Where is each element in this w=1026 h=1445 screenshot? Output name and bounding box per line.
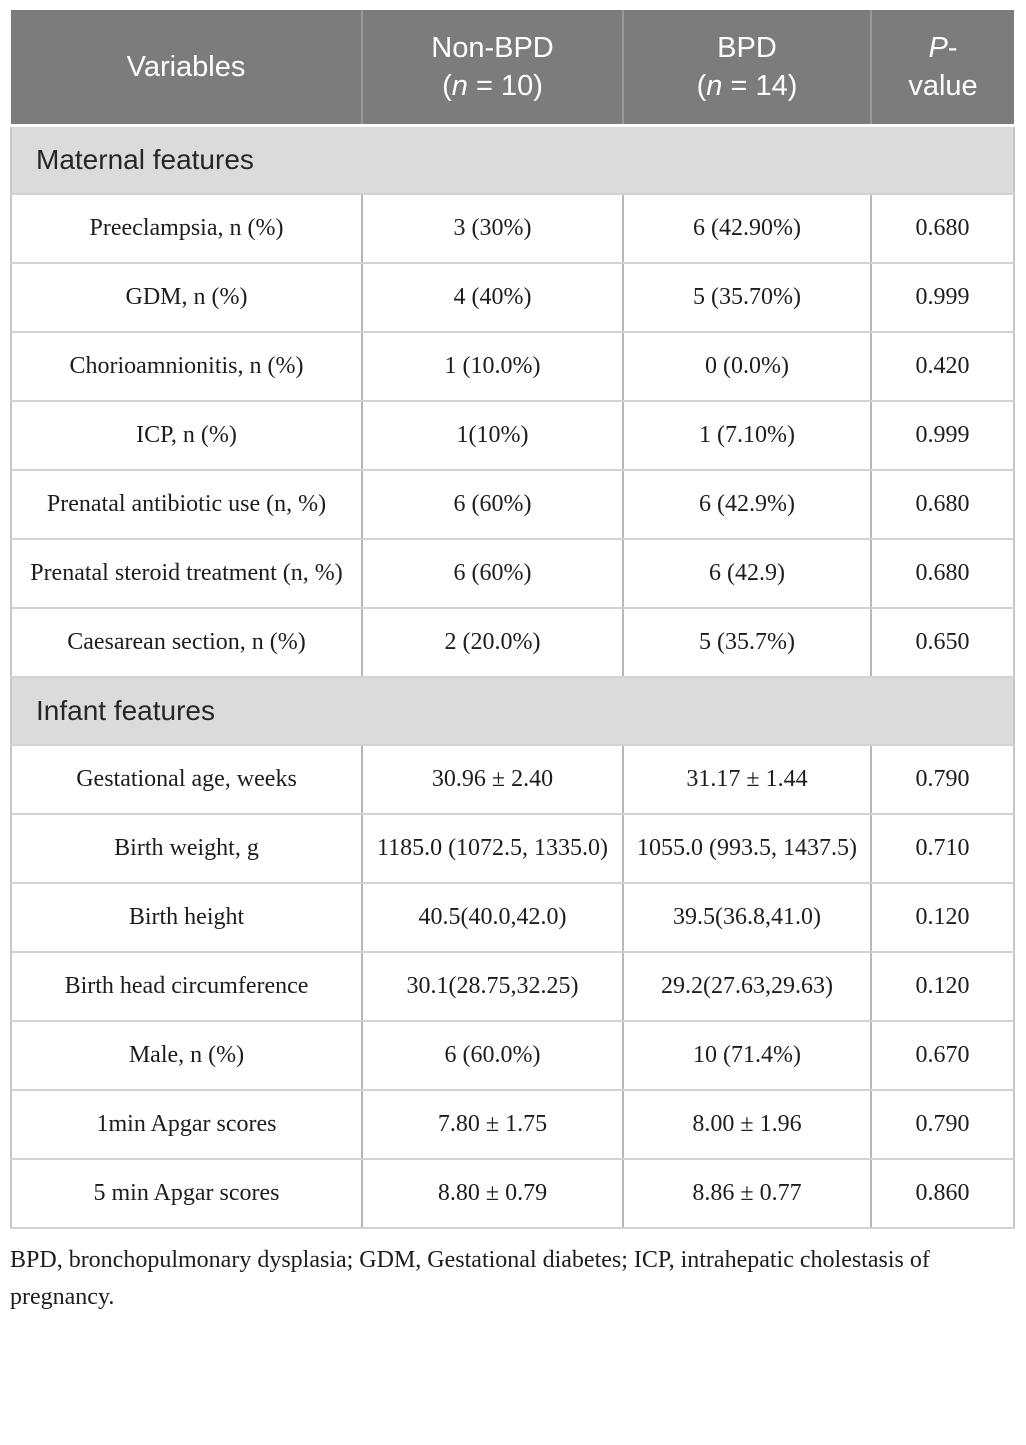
cell-non-bpd-value: 8.80 ± 0.79 xyxy=(361,1158,624,1229)
cell-non-bpd-value: 6 (60.0%) xyxy=(361,1020,624,1091)
cell-non-bpd-value: 6 (60%) xyxy=(361,469,624,540)
cell-variable: Caesarean section, n (%) xyxy=(10,607,363,678)
table-row: Prenatal antibiotic use (n, %) 6 (60%) 6… xyxy=(10,469,1015,540)
table-row: Gestational age, weeks 30.96 ± 2.40 31.1… xyxy=(10,744,1015,815)
cell-bpd-value: 8.86 ± 0.77 xyxy=(622,1158,872,1229)
table-footnote: BPD, bronchopulmonary dysplasia; GDM, Ge… xyxy=(10,1247,930,1310)
table-row: GDM, n (%) 4 (40%) 5 (35.70%) 0.999 xyxy=(10,262,1015,333)
cell-p-value: 0.860 xyxy=(870,1158,1015,1229)
column-header-p-value: P- value xyxy=(871,10,1014,127)
cell-non-bpd-value: 4 (40%) xyxy=(361,262,624,333)
cell-bpd-value: 6 (42.90%) xyxy=(622,193,872,264)
cell-variable: Preeclampsia, n (%) xyxy=(10,193,363,264)
table-row: Preeclampsia, n (%) 3 (30%) 6 (42.90%) 0… xyxy=(10,193,1015,264)
cell-p-value: 0.790 xyxy=(870,1089,1015,1160)
column-header-variables-label: Variables xyxy=(126,51,246,83)
cell-p-value: 0.999 xyxy=(870,400,1015,471)
cell-non-bpd-value: 40.5(40.0,42.0) xyxy=(361,882,624,953)
cell-bpd-value: 8.00 ± 1.96 xyxy=(622,1089,872,1160)
cell-p-value: 0.680 xyxy=(870,538,1015,609)
column-header-bpd: BPD (n = 14) xyxy=(623,10,872,127)
column-header-variables: Variables xyxy=(11,10,363,127)
cell-variable: Chorioamnionitis, n (%) xyxy=(10,331,363,402)
column-header-p-value-word: value xyxy=(908,70,978,102)
table-row: Birth weight, g 1185.0 (1072.5, 1335.0) … xyxy=(10,813,1015,884)
section-title: Maternal features xyxy=(10,124,1015,195)
cell-bpd-value: 6 (42.9%) xyxy=(622,469,872,540)
column-header-p: P- xyxy=(928,32,958,64)
cell-non-bpd-value: 2 (20.0%) xyxy=(361,607,624,678)
baseline-characteristics-table: Variables Non-BPD (n = 10) BPD (n = 14) … xyxy=(10,10,1015,1229)
section-header-row: Infant features xyxy=(10,676,1015,746)
cell-non-bpd-value: 3 (30%) xyxy=(361,193,624,264)
cell-bpd-value: 10 (71.4%) xyxy=(622,1020,872,1091)
cell-variable: Prenatal antibiotic use (n, %) xyxy=(10,469,363,540)
column-header-bpd-name: BPD xyxy=(717,32,777,64)
cell-p-value: 0.680 xyxy=(870,193,1015,264)
cell-variable: Birth weight, g xyxy=(10,813,363,884)
cell-variable: Birth head circumference xyxy=(10,951,363,1022)
cell-bpd-value: 6 (42.9) xyxy=(622,538,872,609)
cell-non-bpd-value: 1185.0 (1072.5, 1335.0) xyxy=(361,813,624,884)
section-title: Infant features xyxy=(10,676,1015,746)
table-row: Chorioamnionitis, n (%) 1 (10.0%) 0 (0.0… xyxy=(10,331,1015,402)
cell-non-bpd-value: 1 (10.0%) xyxy=(361,331,624,402)
cell-bpd-value: 0 (0.0%) xyxy=(622,331,872,402)
cell-bpd-value: 5 (35.7%) xyxy=(622,607,872,678)
cell-variable: GDM, n (%) xyxy=(10,262,363,333)
section-header-row: Maternal features xyxy=(10,124,1015,195)
header-row: Variables Non-BPD (n = 10) BPD (n = 14) … xyxy=(11,10,1014,127)
cell-p-value: 0.120 xyxy=(870,951,1015,1022)
table-row: Male, n (%) 6 (60.0%) 10 (71.4%) 0.670 xyxy=(10,1020,1015,1091)
column-header-non-bpd: Non-BPD (n = 10) xyxy=(362,10,624,127)
column-header-bpd-n: (n = 14) xyxy=(696,70,798,102)
table-row: 5 min Apgar scores 8.80 ± 0.79 8.86 ± 0.… xyxy=(10,1158,1015,1229)
cell-bpd-value: 39.5(36.8,41.0) xyxy=(622,882,872,953)
cell-bpd-value: 5 (35.70%) xyxy=(622,262,872,333)
table-header: Variables Non-BPD (n = 10) BPD (n = 14) … xyxy=(11,10,1014,127)
cell-non-bpd-value: 7.80 ± 1.75 xyxy=(361,1089,624,1160)
table-row: Birth height 40.5(40.0,42.0) 39.5(36.8,4… xyxy=(10,882,1015,953)
cell-p-value: 0.420 xyxy=(870,331,1015,402)
cell-p-value: 0.680 xyxy=(870,469,1015,540)
cell-p-value: 0.790 xyxy=(870,744,1015,815)
table-row: Birth head circumference 30.1(28.75,32.2… xyxy=(10,951,1015,1022)
cell-variable: Male, n (%) xyxy=(10,1020,363,1091)
cell-bpd-value: 1 (7.10%) xyxy=(622,400,872,471)
cell-bpd-value: 1055.0 (993.5, 1437.5) xyxy=(622,813,872,884)
cell-bpd-value: 29.2(27.63,29.63) xyxy=(622,951,872,1022)
cell-p-value: 0.710 xyxy=(870,813,1015,884)
table-body: Maternal features Preeclampsia, n (%) 3 … xyxy=(10,124,1015,1229)
table-row: Prenatal steroid treatment (n, %) 6 (60%… xyxy=(10,538,1015,609)
cell-variable: 1min Apgar scores xyxy=(10,1089,363,1160)
column-header-non-bpd-name: Non-BPD xyxy=(431,32,554,64)
cell-variable: ICP, n (%) xyxy=(10,400,363,471)
table-row: Caesarean section, n (%) 2 (20.0%) 5 (35… xyxy=(10,607,1015,678)
cell-variable: Gestational age, weeks xyxy=(10,744,363,815)
cell-variable: Prenatal steroid treatment (n, %) xyxy=(10,538,363,609)
cell-p-value: 0.650 xyxy=(870,607,1015,678)
cell-p-value: 0.999 xyxy=(870,262,1015,333)
cell-p-value: 0.670 xyxy=(870,1020,1015,1091)
cell-non-bpd-value: 6 (60%) xyxy=(361,538,624,609)
cell-non-bpd-value: 30.96 ± 2.40 xyxy=(361,744,624,815)
cell-non-bpd-value: 1(10%) xyxy=(361,400,624,471)
cell-non-bpd-value: 30.1(28.75,32.25) xyxy=(361,951,624,1022)
cell-bpd-value: 31.17 ± 1.44 xyxy=(622,744,872,815)
table-row: ICP, n (%) 1(10%) 1 (7.10%) 0.999 xyxy=(10,400,1015,471)
column-header-non-bpd-n: (n = 10) xyxy=(442,70,543,102)
table-row: 1min Apgar scores 7.80 ± 1.75 8.00 ± 1.9… xyxy=(10,1089,1015,1160)
cell-p-value: 0.120 xyxy=(870,882,1015,953)
paper-table-figure: Variables Non-BPD (n = 10) BPD (n = 14) … xyxy=(10,10,1015,1310)
cell-variable: 5 min Apgar scores xyxy=(10,1158,363,1229)
cell-variable: Birth height xyxy=(10,882,363,953)
